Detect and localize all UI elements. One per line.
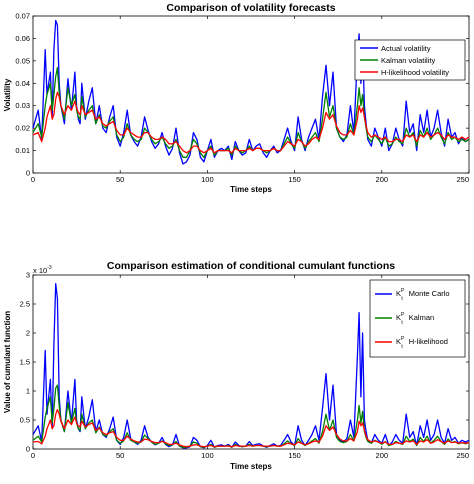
x-tick-label: 0 — [31, 451, 35, 460]
chart-title: Comparison estimation of conditional cum… — [107, 260, 395, 272]
x-tick-label: 100 — [201, 175, 214, 184]
legend-label-kalman: Kalman volatility — [381, 56, 435, 65]
y-exponent-label: x 10-3 — [33, 265, 52, 275]
x-tick-label: 0 — [31, 175, 35, 184]
legend-label-hlik: H-likelihood volatility — [381, 68, 449, 77]
x-tick-label: 150 — [288, 451, 301, 460]
y-tick-label: 1.5 — [20, 358, 30, 367]
y-axis-label: Volatility — [3, 78, 12, 111]
series-line-2 — [32, 91, 470, 154]
y-tick-label: 0.07 — [15, 12, 30, 21]
y-tick-label: 0.01 — [15, 146, 30, 155]
chart-volatility-forecasts: Comparison of volatility forecasts 0 50 10… — [3, 2, 470, 194]
legend-label-actual: Actual volatility — [381, 44, 431, 53]
legend: KP tMonte Carlo KP tKalman KP tH-likelihood — [369, 279, 466, 358]
y-tick-label: 2.5 — [20, 300, 30, 309]
y-axis-label: Value of cumulant function — [3, 311, 12, 413]
axis-ticks: 0 50 100 150 200 250 0 0.01 0.02 0.03 0.04 0.05 0.06… — [15, 12, 470, 184]
x-tick-label: 250 — [456, 175, 469, 184]
chart-cumulant-functions: Comparison estimation of conditional cum… — [3, 260, 470, 471]
y-tick-label: 2 — [26, 329, 30, 338]
y-tick-label: 0 — [26, 169, 30, 178]
legend-label-montecarlo: KP tMonte Carlo — [396, 288, 450, 302]
y-tick-label: 0.06 — [15, 34, 30, 43]
x-axis-label: Time steps — [230, 185, 272, 194]
y-tick-label: 1 — [26, 387, 30, 396]
series-line-0 — [32, 283, 470, 449]
series-line-2 — [32, 408, 470, 448]
legend: Actual volatility Kalman volatility H-li… — [354, 39, 466, 81]
legend-label-kalman: KP tKalman — [396, 312, 434, 326]
x-tick-label: 50 — [116, 451, 124, 460]
x-tick-label: 50 — [116, 175, 124, 184]
y-tick-label: 0.03 — [15, 101, 30, 110]
series-line-1 — [32, 66, 470, 158]
y-tick-label: 0 — [26, 445, 30, 454]
x-tick-label: 200 — [376, 175, 389, 184]
series-lines — [32, 283, 470, 449]
x-tick-label: 250 — [456, 451, 469, 460]
y-tick-label: 0.02 — [15, 124, 30, 133]
y-tick-label: 0.04 — [15, 79, 30, 88]
x-tick-label: 100 — [201, 451, 214, 460]
legend-label-hlik: KP tH-likelihood — [396, 336, 448, 350]
series-lines — [32, 19, 470, 165]
chart-title: Comparison of volatility forecasts — [166, 2, 335, 14]
x-axis-label: Time steps — [230, 462, 272, 471]
axis-ticks: 0 50 100 150 200 250 0 0.5 1 1.5 2 2.5 3 — [20, 271, 470, 460]
y-tick-label: 0.05 — [15, 56, 30, 65]
x-tick-label: 150 — [288, 175, 301, 184]
x-tick-label: 200 — [376, 451, 389, 460]
y-tick-label: 3 — [26, 271, 30, 280]
y-tick-label: 0.5 — [20, 416, 30, 425]
